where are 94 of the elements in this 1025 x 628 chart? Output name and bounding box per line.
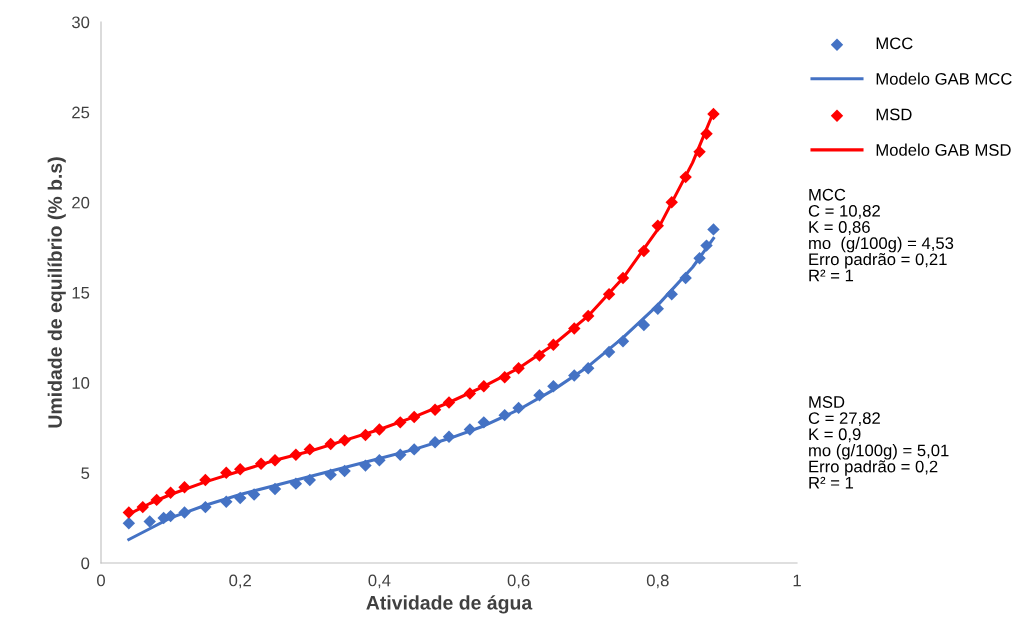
point bbox=[268, 454, 282, 467]
y-tick-label: 0 bbox=[81, 557, 90, 570]
point bbox=[428, 435, 442, 449]
point bbox=[199, 473, 212, 487]
point bbox=[533, 389, 546, 402]
point bbox=[407, 443, 421, 456]
point bbox=[651, 302, 665, 315]
point bbox=[693, 145, 706, 159]
point bbox=[289, 448, 303, 462]
point bbox=[547, 380, 560, 393]
legend-label: Modelo GAB MCC bbox=[876, 72, 1012, 85]
point bbox=[303, 473, 317, 487]
point bbox=[143, 515, 156, 528]
point bbox=[679, 271, 692, 285]
y-tick-label: 20 bbox=[72, 196, 90, 209]
legend-label: MSD bbox=[876, 108, 912, 121]
point bbox=[442, 396, 456, 409]
point bbox=[199, 500, 212, 514]
point bbox=[407, 410, 421, 424]
x-axis-title: Atividade de água bbox=[366, 595, 533, 614]
point bbox=[581, 362, 595, 375]
point bbox=[247, 488, 261, 501]
point bbox=[581, 309, 595, 323]
point bbox=[233, 463, 247, 476]
point bbox=[665, 288, 678, 301]
point bbox=[324, 437, 337, 451]
point bbox=[164, 509, 177, 523]
point bbox=[498, 371, 511, 384]
point bbox=[700, 239, 713, 252]
point bbox=[679, 170, 692, 184]
point bbox=[373, 454, 386, 467]
point bbox=[602, 345, 616, 359]
point bbox=[533, 349, 546, 362]
point bbox=[359, 459, 372, 472]
point bbox=[289, 477, 303, 490]
text: MSD C = 27,82 K = 0,9 mo (g/100g) = 5,01 Erro padrão = 0,2 R² = 1 bbox=[808, 396, 949, 489]
y-axis-title: Umidade de equilíbrio (% b.s) bbox=[47, 157, 66, 428]
point bbox=[463, 423, 477, 436]
point bbox=[568, 369, 581, 382]
legend-label: Modelo GAB MSD bbox=[876, 143, 1011, 156]
point bbox=[707, 107, 720, 121]
point bbox=[254, 457, 268, 471]
point bbox=[463, 387, 477, 400]
point bbox=[338, 434, 351, 447]
point bbox=[373, 423, 386, 436]
point bbox=[394, 448, 407, 462]
point bbox=[547, 338, 560, 352]
point bbox=[512, 362, 525, 375]
point bbox=[616, 334, 630, 348]
point bbox=[665, 196, 678, 209]
point bbox=[338, 464, 351, 478]
point bbox=[178, 481, 191, 494]
point bbox=[637, 318, 651, 332]
point bbox=[512, 401, 525, 415]
point bbox=[616, 271, 630, 285]
point bbox=[707, 223, 720, 236]
y-tick-label: 15 bbox=[72, 287, 90, 299]
point bbox=[498, 408, 511, 422]
point bbox=[359, 428, 372, 442]
y-tick-label: 5 bbox=[81, 467, 90, 480]
point bbox=[136, 500, 149, 514]
x-tick-label: 0,8 bbox=[646, 574, 669, 589]
x-tick-label: 0 bbox=[97, 574, 105, 587]
point bbox=[122, 517, 136, 530]
point bbox=[220, 466, 233, 480]
point bbox=[122, 506, 136, 519]
point bbox=[394, 416, 407, 429]
point bbox=[568, 322, 581, 335]
point bbox=[700, 127, 713, 141]
point bbox=[693, 252, 706, 265]
point bbox=[637, 244, 651, 258]
point bbox=[477, 380, 491, 393]
point bbox=[164, 486, 177, 499]
point bbox=[303, 443, 317, 456]
text: MCC C = 10,82 K = 0,86 mo (g/100g) = 4,53 Erro padrão = 0,21 R² = 1 bbox=[808, 188, 954, 282]
point bbox=[324, 468, 337, 481]
point bbox=[268, 482, 282, 496]
legend-label: MCC bbox=[876, 37, 913, 50]
point bbox=[150, 493, 163, 507]
y-tick-label: 10 bbox=[72, 377, 90, 389]
point bbox=[651, 219, 665, 232]
y-tick-label: 25 bbox=[72, 106, 90, 119]
point bbox=[220, 495, 233, 508]
point bbox=[428, 403, 442, 416]
point bbox=[477, 416, 491, 429]
point bbox=[602, 288, 616, 301]
x-tick-label: 0,6 bbox=[507, 574, 530, 589]
point bbox=[178, 506, 191, 519]
x-tick-label: 0,2 bbox=[229, 574, 251, 589]
y-tick-label: 30 bbox=[71, 16, 90, 29]
point bbox=[442, 430, 456, 443]
x-tick-label: 1 bbox=[793, 574, 801, 587]
point bbox=[233, 491, 247, 505]
x-tick-label: 0,4 bbox=[368, 574, 391, 589]
